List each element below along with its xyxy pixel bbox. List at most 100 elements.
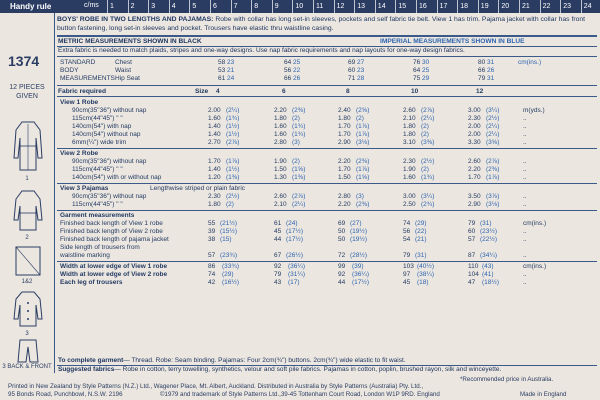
rule-tick-line xyxy=(580,0,582,13)
row-unit: .. xyxy=(523,228,527,235)
row-label: 90cm(35"36") without nap xyxy=(72,107,147,114)
rule-tick-line xyxy=(271,0,273,13)
rule-tick-line xyxy=(477,0,479,13)
size-header: 4 xyxy=(216,88,220,95)
rule-tick-label: 24 xyxy=(583,3,592,10)
row-value: 56 xyxy=(403,228,411,235)
row-value: 1.40 xyxy=(208,123,221,130)
row-label: 115cm(44"45") " " xyxy=(72,201,123,208)
row-unit: .. xyxy=(523,139,527,146)
row-value: 104 xyxy=(468,271,479,278)
row-unit: .. xyxy=(523,236,527,243)
rule-tick-line xyxy=(416,0,417,13)
row-value: 86 xyxy=(208,263,216,270)
rule-tick-line xyxy=(251,0,253,13)
row-value-imperial: (24) xyxy=(286,220,298,227)
row-value: 2.80 xyxy=(274,139,287,146)
row-value-imperial: (2⅜) xyxy=(356,158,370,165)
row-value: 1.60 xyxy=(403,174,416,181)
rule-tick-label: 15 xyxy=(398,3,407,10)
row-value-imperial: (3⅛) xyxy=(486,201,500,208)
row-value: 3.30 xyxy=(468,139,481,146)
rule-tick-label: 12 xyxy=(336,3,345,10)
row-value-imperial: (1½) xyxy=(226,123,240,130)
rule-unit: c/ms xyxy=(84,2,99,9)
row-value-imperial: (3) xyxy=(292,139,300,146)
figure-label-3: 3 xyxy=(25,331,29,337)
row-value-imperial: (2) xyxy=(292,158,300,165)
rule-tick-line xyxy=(168,0,170,13)
row-value-imperial: (3¼) xyxy=(421,193,435,200)
robe-back-sketch xyxy=(15,246,41,276)
row-value: 1.60 xyxy=(274,123,287,130)
row-value-imperial: (2½) xyxy=(421,158,435,165)
row-value-imperial: (36¼) xyxy=(352,271,369,278)
rule-tick-line xyxy=(189,0,191,13)
row-value: 1.60 xyxy=(208,115,221,122)
row-value: 2.90 xyxy=(338,139,351,146)
pattern-description: BOYS' ROBE IN TWO LENGTHS AND PAJAMAS: R… xyxy=(57,15,597,33)
rule-tick-label: 13 xyxy=(357,3,365,10)
row-value: 1.80 xyxy=(338,115,351,122)
row-value: 55 xyxy=(208,220,216,227)
row-value-imperial: (2⅞) xyxy=(226,139,240,146)
row-unit: .. xyxy=(523,158,527,165)
row-value-imperial: (1⅜) xyxy=(292,174,306,181)
row-value: 2.60 xyxy=(274,193,287,200)
measure-value: 66 xyxy=(478,67,486,74)
notions-text: — Thread. Robe: Seam binding. Pajamas: F… xyxy=(123,357,406,364)
rule-tick-label: 22 xyxy=(542,3,551,10)
divider xyxy=(57,46,597,47)
row-value: 1.70 xyxy=(208,158,221,165)
row-value: 3.10 xyxy=(403,139,416,146)
rule-tick-line xyxy=(560,0,562,13)
measure-value: 61 xyxy=(218,75,226,82)
divider xyxy=(57,261,597,262)
row-value-imperial: (2⅝) xyxy=(356,107,370,114)
measure-value-imperial: 26 xyxy=(487,67,495,74)
row-value-imperial: (29) xyxy=(222,271,234,278)
row-value: 2.20 xyxy=(468,166,481,173)
row-value: 1.70 xyxy=(338,166,351,173)
row-value-imperial: (36¼) xyxy=(288,263,305,270)
row-value: 1.70 xyxy=(468,174,481,181)
row-label: Finished back length of pajama jacket xyxy=(60,236,169,243)
rule-tick-label: 6 xyxy=(213,3,217,10)
rule-tick-line xyxy=(498,0,500,13)
row-value-imperial: (3) xyxy=(356,193,364,200)
pattern-number: 1374 xyxy=(8,53,40,69)
row-value: 74 xyxy=(208,271,216,278)
row-value-imperial: (19½) xyxy=(350,228,367,235)
fabric-required-header: Fabric required xyxy=(58,88,107,95)
row-label: Side length of trousers from xyxy=(60,244,140,251)
row-value: 44 xyxy=(338,279,346,286)
row-value: 2.00 xyxy=(208,107,221,114)
rule-tick-line xyxy=(127,0,129,13)
row-value: 1.30 xyxy=(274,174,287,181)
rule-tick-label: 20 xyxy=(501,3,510,10)
pieces-given: 12 PIECES GIVEN xyxy=(9,84,45,100)
robe-view2-sketch xyxy=(13,190,43,231)
row-value: 92 xyxy=(338,271,346,278)
row-value-imperial: (21) xyxy=(415,236,427,243)
measure-value: 75 xyxy=(413,75,421,82)
standard-row-label: MEASUREMENTS xyxy=(60,75,115,82)
rule-tick-line xyxy=(292,0,294,13)
size-header: 12 xyxy=(476,88,484,95)
row-value: 1.70 xyxy=(338,131,351,138)
row-value-imperial: (2⅞) xyxy=(421,107,435,114)
section-title: View 2 Robe xyxy=(60,150,99,157)
rule-tick-label: 9 xyxy=(274,3,279,10)
suggested-title: Suggested fabrics xyxy=(58,366,115,373)
row-value-imperial: (27) xyxy=(350,220,362,227)
row-value: 1.90 xyxy=(274,158,287,165)
rule-tick-line xyxy=(457,0,459,13)
row-value: 1.80 xyxy=(208,201,221,208)
measure-value-imperial: 28 xyxy=(357,75,365,82)
row-value: 2.00 xyxy=(468,123,481,130)
measure-value: 80 xyxy=(478,59,486,66)
row-value-imperial: (18½) xyxy=(482,279,499,286)
rule-tick-line xyxy=(395,0,397,13)
rule-tick-label: 8 xyxy=(254,3,259,10)
row-value: 38 xyxy=(208,236,216,243)
